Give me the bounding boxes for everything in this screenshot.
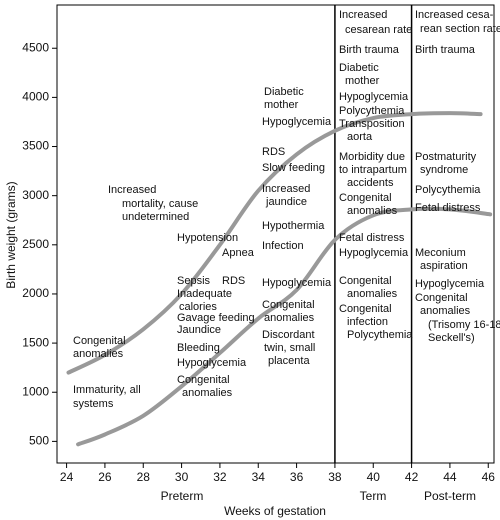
annotation: twin, small: [264, 342, 315, 354]
annotation: cesarean rate: [345, 24, 412, 36]
curve: [76, 206, 493, 447]
annotation: Hypoglycemia: [262, 116, 332, 128]
x-tick-label: 44: [443, 470, 457, 484]
annotation: Jaundice: [177, 324, 221, 336]
annotation: jaundice: [265, 196, 307, 208]
annotation: Increased: [262, 183, 310, 195]
annotation: Postmaturity: [415, 151, 477, 163]
x-tick-label: 32: [213, 470, 227, 484]
annotation: anomalies: [264, 312, 315, 324]
period-label: Preterm: [161, 489, 204, 503]
curve: [66, 111, 483, 375]
annotation: anomalies: [182, 387, 233, 399]
y-axis-label: Birth weight (grams): [4, 181, 18, 288]
annotation: Polycythemia: [339, 105, 405, 117]
annotation: mother: [345, 75, 380, 87]
annotation: Polycythemia: [415, 184, 481, 196]
y-tick-label: 4000: [22, 90, 49, 104]
annotation: calories: [179, 301, 217, 313]
annotation: Congenital: [177, 374, 230, 386]
annotation: mortality, cause: [122, 198, 198, 210]
annotation: infection: [347, 316, 388, 328]
annotation: Gavage feeding: [177, 312, 255, 324]
annotation: Birth trauma: [339, 44, 400, 56]
y-tick-label: 1500: [22, 335, 49, 349]
plot-frame: [56, 4, 495, 464]
annotation: placenta: [268, 355, 310, 367]
annotation: syndrome: [420, 164, 468, 176]
annotation: Hypoglycemia: [339, 247, 409, 259]
annotation: accidents: [347, 177, 394, 189]
annotation: anomalies: [347, 288, 398, 300]
y-tick-label: 1000: [22, 384, 49, 398]
x-tick-label: 26: [98, 470, 112, 484]
annotation: Discordant: [262, 329, 315, 341]
annotation: anomalies: [73, 348, 124, 360]
annotation: Sepsis: [177, 275, 211, 287]
period-label: Post-term: [424, 489, 476, 503]
annotation: anomalies: [420, 305, 471, 317]
x-axis-label: Weeks of gestation: [224, 504, 326, 518]
annotation: Seckell's): [428, 332, 475, 344]
annotation: Congenital: [73, 335, 126, 347]
y-tick-label: 3500: [22, 139, 49, 153]
annotation: Inadequate: [177, 288, 232, 300]
annotation: Fetal distress: [415, 202, 481, 214]
x-tick-label: 24: [60, 470, 74, 484]
y-tick-label: 2500: [22, 237, 49, 251]
annotation: Hypoglycemia: [339, 91, 409, 103]
annotation: Hypoglycemia: [262, 277, 332, 289]
annotation: Congenital: [262, 299, 315, 311]
annotation: (Trisomy 16-18,: [428, 319, 500, 331]
y-tick-label: 500: [29, 434, 49, 448]
x-tick-label: 36: [290, 470, 304, 484]
y-tick-label: 3000: [22, 188, 49, 202]
annotation: systems: [73, 398, 114, 410]
annotation: mother: [264, 99, 299, 111]
annotation: Hypotension: [177, 232, 238, 244]
annotation: Congenital: [339, 275, 392, 287]
annotation: Slow feeding: [262, 162, 325, 174]
annotation: Hypothermia: [262, 220, 325, 232]
annotation: Birth trauma: [415, 44, 476, 56]
annotation: anomalies: [347, 205, 398, 217]
annotation: RDS: [222, 275, 245, 287]
annotation: to intrapartum: [339, 164, 407, 176]
annotation: Morbidity due: [339, 151, 405, 163]
annotation: Infection: [262, 240, 304, 252]
annotation: Polycythemia: [347, 329, 413, 341]
annotation: Fetal distress: [339, 232, 405, 244]
annotation: Increased: [339, 9, 387, 21]
annotation: rean section rate: [420, 23, 500, 35]
annotation: Congenital: [339, 303, 392, 315]
x-tick-label: 42: [405, 470, 419, 484]
x-tick-label: 28: [137, 470, 151, 484]
annotation: Hypoglycemia: [415, 278, 485, 290]
annotation: aorta: [347, 131, 373, 143]
annotation: Diabetic: [339, 62, 379, 74]
annotation: Diabetic: [264, 86, 304, 98]
annotation: Meconium: [415, 247, 466, 259]
annotation: Bleeding: [177, 342, 220, 354]
annotation: Congenital: [339, 192, 392, 204]
annotation: Transposition: [339, 118, 405, 130]
annotation: RDS: [262, 146, 285, 158]
x-tick-label: 40: [367, 470, 381, 484]
x-tick-label: 46: [482, 470, 496, 484]
annotation: Apnea: [222, 247, 255, 259]
y-tick-label: 4500: [22, 40, 49, 54]
annotation: Increased: [108, 184, 156, 196]
annotation: undetermined: [122, 211, 189, 223]
x-tick-label: 34: [252, 470, 266, 484]
annotation: Hypoglycemia: [177, 357, 247, 369]
x-tick-label: 30: [175, 470, 189, 484]
annotation: Increased cesa-: [415, 9, 494, 21]
annotation: Congenital: [415, 292, 468, 304]
y-tick-label: 2000: [22, 286, 49, 300]
x-tick-label: 38: [328, 470, 342, 484]
annotation: aspiration: [420, 260, 468, 272]
annotation: Immaturity, all: [73, 384, 141, 396]
period-label: Term: [360, 489, 387, 503]
